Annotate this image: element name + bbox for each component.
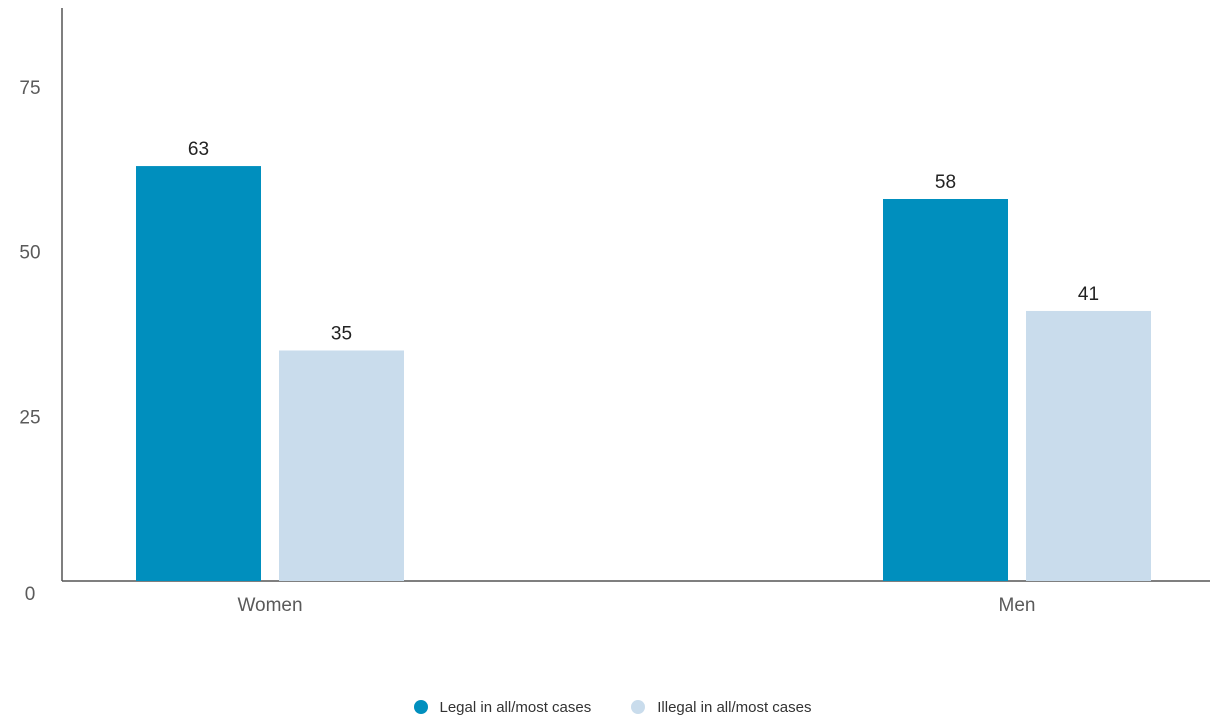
bar (136, 166, 261, 581)
data-label: 63 (188, 139, 209, 160)
bar (279, 350, 404, 581)
legend-swatch-illegal (631, 700, 646, 714)
y-tick-label: 75 (19, 78, 40, 99)
legend-label-illegal: Illegal in all/most cases (657, 698, 812, 716)
data-label: 35 (331, 323, 352, 344)
x-category-label: Women (237, 595, 302, 616)
y-tick-label: 50 (19, 243, 40, 264)
legend-item-illegal: Illegal in all/most cases (631, 699, 811, 716)
bar-chart: 0 25 50 75 63 35 Women 58 41 Men (19, 8, 1210, 616)
x-category-label: Men (999, 595, 1036, 616)
y-tick-label: 0 (25, 584, 36, 605)
bar (883, 199, 1008, 581)
y-tick-label: 25 (19, 407, 40, 428)
data-label: 41 (1078, 284, 1099, 305)
legend-item-legal: Legal in all/most cases (413, 698, 592, 716)
data-label: 58 (935, 172, 956, 193)
bar (1026, 310, 1151, 581)
chart-legend: Legal in all/most cases Illegal in all/m… (0, 695, 1225, 719)
legend-label-legal: Legal in all/most cases (439, 698, 592, 716)
legend-swatch-legal (413, 700, 428, 714)
